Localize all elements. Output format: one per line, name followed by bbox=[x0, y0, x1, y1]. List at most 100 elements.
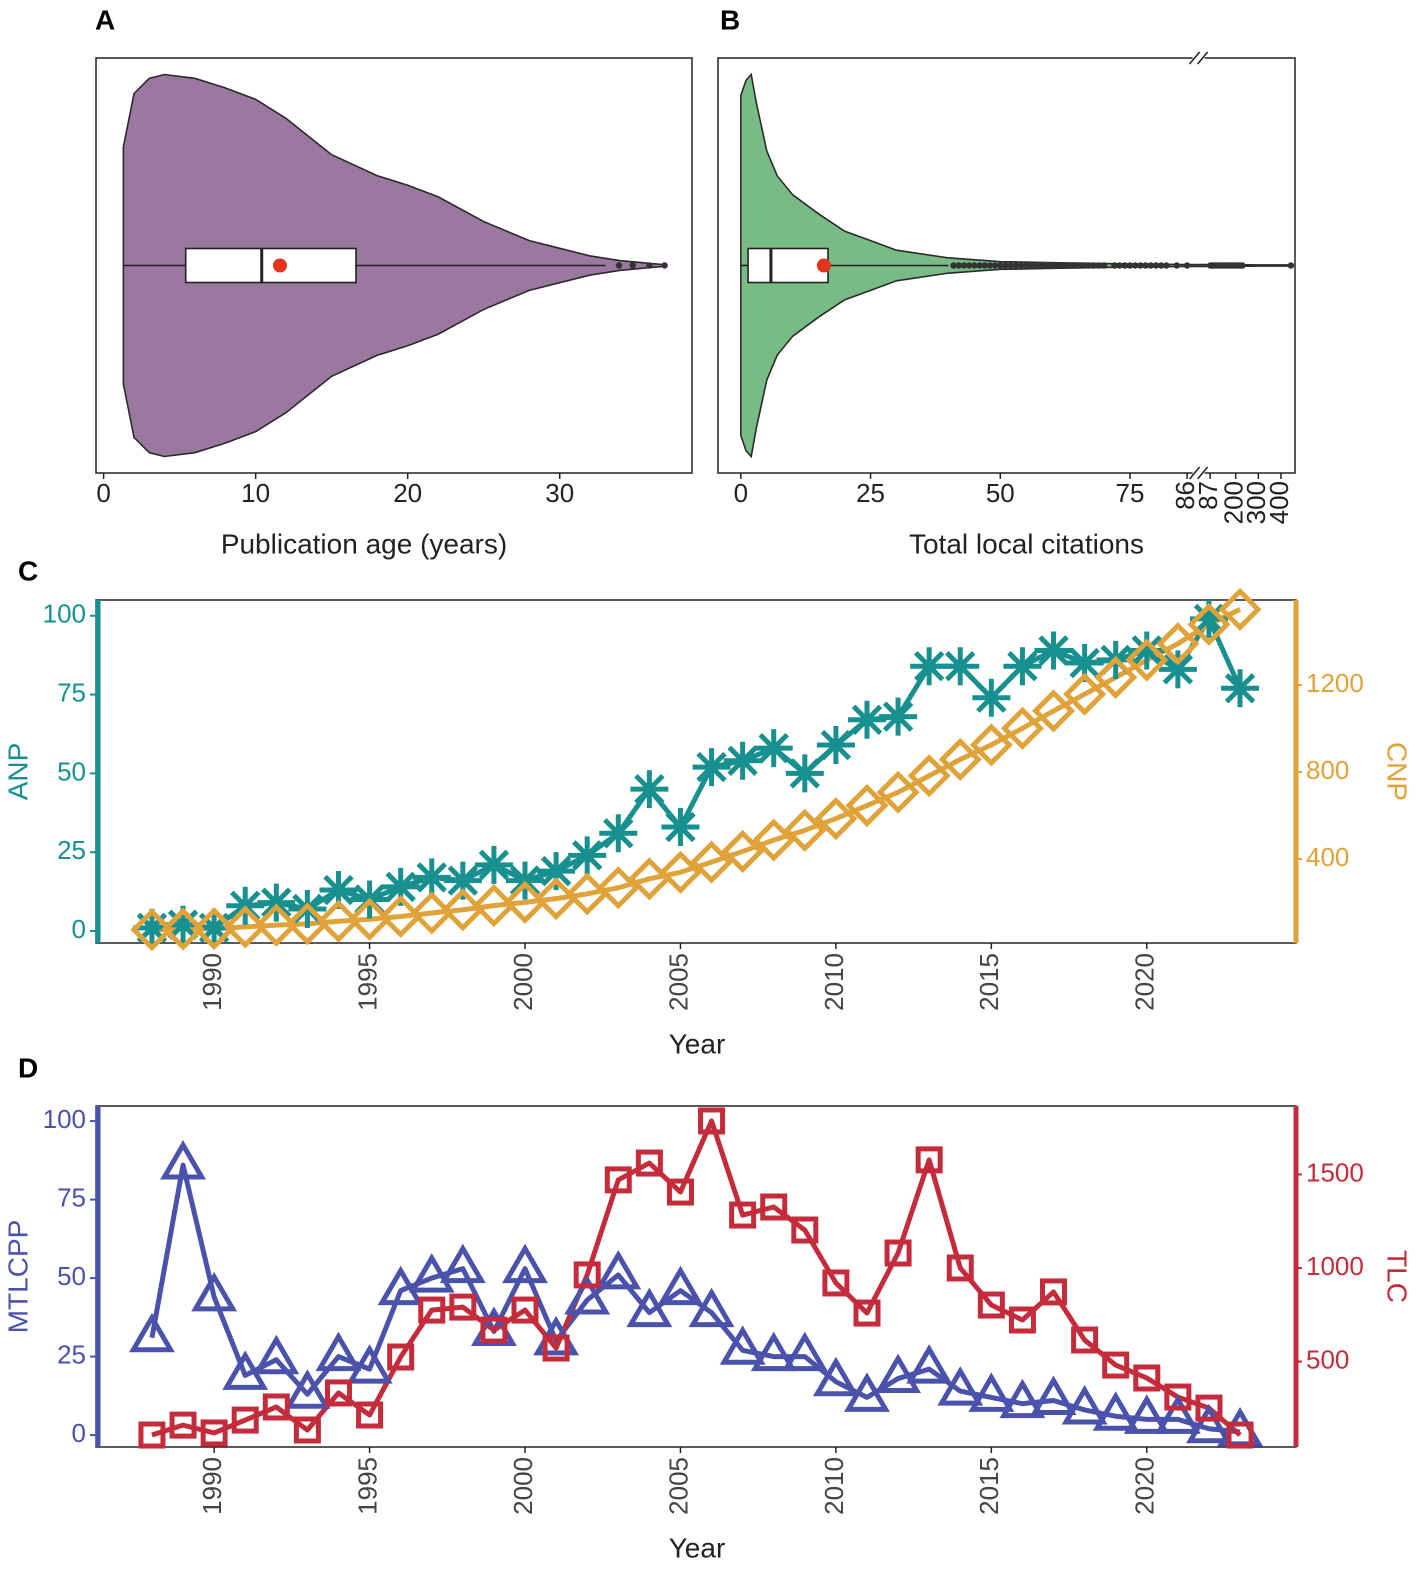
marker bbox=[785, 754, 824, 793]
x-tick-label: 2020 bbox=[1130, 1457, 1160, 1515]
outlier bbox=[1017, 262, 1025, 269]
axis-break bbox=[1197, 51, 1209, 65]
outlier bbox=[1023, 262, 1030, 269]
x-tick-label: 2000 bbox=[508, 953, 538, 1011]
marker bbox=[1063, 672, 1107, 716]
series-line bbox=[151, 1118, 1242, 1438]
marker bbox=[381, 867, 420, 906]
x-tick-label: 25 bbox=[856, 478, 885, 508]
marker bbox=[816, 726, 855, 765]
marker bbox=[721, 829, 765, 873]
marker bbox=[316, 899, 361, 943]
outlier bbox=[976, 262, 983, 269]
y-tick-label: 0 bbox=[72, 1418, 86, 1448]
x-tick-label: 2015 bbox=[974, 953, 1004, 1011]
outlier bbox=[1152, 262, 1160, 269]
x-tick-label: 1990 bbox=[197, 1457, 227, 1515]
marker bbox=[285, 902, 329, 946]
marker bbox=[635, 1149, 663, 1177]
outlier bbox=[1100, 262, 1108, 269]
x-tick-label: 2020 bbox=[1130, 953, 1160, 1011]
axis-break bbox=[1189, 466, 1201, 480]
marker bbox=[1094, 655, 1138, 699]
x-tick-label: 1995 bbox=[352, 953, 382, 1011]
marker bbox=[161, 907, 205, 951]
marker bbox=[875, 1353, 922, 1394]
outlier bbox=[1048, 262, 1056, 269]
box bbox=[747, 247, 829, 284]
marker bbox=[511, 1296, 539, 1324]
marker bbox=[1003, 647, 1042, 686]
x-tick-label: 2005 bbox=[663, 1457, 693, 1515]
marker bbox=[379, 894, 423, 939]
y2-tick-label: 1500 bbox=[1306, 1157, 1364, 1187]
outlier bbox=[1002, 262, 1009, 269]
marker bbox=[1154, 1394, 1201, 1434]
marker bbox=[595, 1249, 642, 1290]
marker bbox=[658, 850, 702, 894]
x-tick-label: 2010 bbox=[819, 1457, 849, 1515]
marker bbox=[568, 836, 607, 875]
marker bbox=[941, 647, 980, 686]
marker bbox=[1195, 1394, 1223, 1422]
outlier bbox=[1085, 262, 1092, 269]
marker bbox=[1008, 1306, 1036, 1334]
marker bbox=[822, 1269, 850, 1297]
outlier bbox=[1090, 262, 1097, 269]
outlier bbox=[1012, 262, 1020, 269]
outlier bbox=[965, 262, 973, 269]
marker bbox=[910, 647, 949, 686]
marker bbox=[972, 678, 1011, 717]
marker bbox=[791, 1216, 819, 1244]
outlier bbox=[1038, 262, 1046, 269]
y-tick-label: 0 bbox=[72, 914, 86, 944]
y2-tick-label: 1200 bbox=[1306, 668, 1364, 698]
marker bbox=[284, 1369, 331, 1409]
marker bbox=[254, 903, 298, 947]
axis-break-gap bbox=[1192, 470, 1205, 476]
marker bbox=[630, 770, 669, 809]
box bbox=[184, 247, 357, 284]
x-tick-label: 0 bbox=[96, 478, 110, 508]
outlier bbox=[1111, 262, 1118, 269]
outlier bbox=[1059, 262, 1066, 269]
marker bbox=[191, 1271, 238, 1312]
y-tick-label: 25 bbox=[57, 1339, 86, 1369]
marker bbox=[729, 1201, 757, 1229]
marker bbox=[356, 1401, 384, 1429]
marker bbox=[164, 905, 203, 944]
marker bbox=[1102, 1351, 1130, 1379]
outlier bbox=[1054, 262, 1061, 269]
marker bbox=[348, 897, 392, 941]
marker bbox=[1218, 587, 1262, 631]
marker bbox=[1000, 706, 1044, 750]
outlier bbox=[997, 262, 1004, 269]
marker bbox=[750, 1331, 797, 1372]
marker bbox=[906, 1344, 953, 1384]
x-tick-label: 50 bbox=[986, 478, 1015, 508]
x-tick-label: 1990 bbox=[197, 953, 227, 1011]
outlier bbox=[981, 262, 988, 269]
y-tick-label: 100 bbox=[43, 1104, 86, 1134]
outlier bbox=[661, 262, 668, 269]
marker bbox=[907, 754, 951, 798]
marker bbox=[1133, 1364, 1161, 1392]
outlier bbox=[1132, 262, 1139, 269]
marker bbox=[604, 1166, 632, 1194]
marker bbox=[814, 797, 858, 841]
marker bbox=[847, 700, 886, 739]
marker bbox=[844, 1372, 890, 1412]
marker bbox=[760, 1193, 788, 1221]
marker bbox=[937, 1366, 984, 1406]
marker bbox=[200, 1419, 228, 1447]
marker bbox=[1158, 650, 1197, 689]
y2-tick-label: 800 bbox=[1306, 755, 1349, 785]
marker bbox=[377, 1265, 424, 1306]
marker bbox=[692, 748, 731, 787]
marker bbox=[845, 784, 889, 828]
outlier bbox=[646, 262, 653, 269]
marker bbox=[412, 858, 451, 897]
marker bbox=[915, 1146, 943, 1174]
marker bbox=[1061, 1384, 1108, 1425]
y-tick-label: 50 bbox=[57, 1261, 86, 1291]
